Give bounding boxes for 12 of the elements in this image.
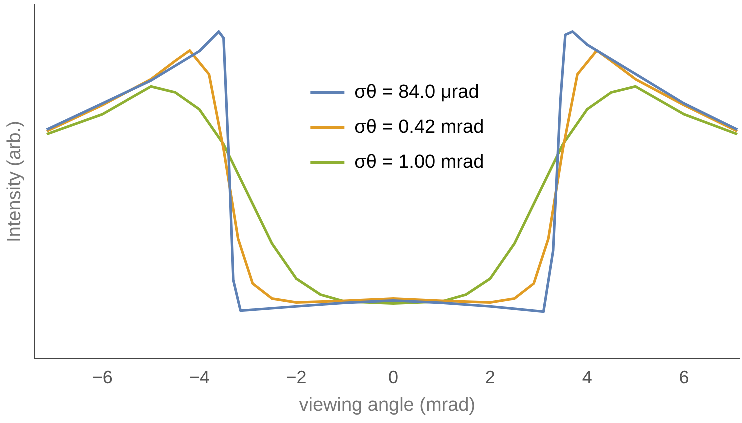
legend-label: σθ = 0.42 mrad [354,117,484,138]
x-tick-label: −2 [286,367,307,388]
x-tick-label: 2 [485,367,496,388]
legend-label: σθ = 1.00 mrad [354,152,484,174]
x-tick-label: 4 [582,367,592,388]
legend-label: σθ = 84.0 μrad [354,82,480,104]
x-tick-label: 0 [388,367,398,388]
x-tick-label: 6 [679,367,690,388]
y-axis-title: Intensity (arb.) [4,121,26,243]
x-tick-label: −4 [189,367,210,388]
x-axis-title: viewing angle (mrad) [299,394,476,416]
x-tick-label: −6 [92,367,113,388]
